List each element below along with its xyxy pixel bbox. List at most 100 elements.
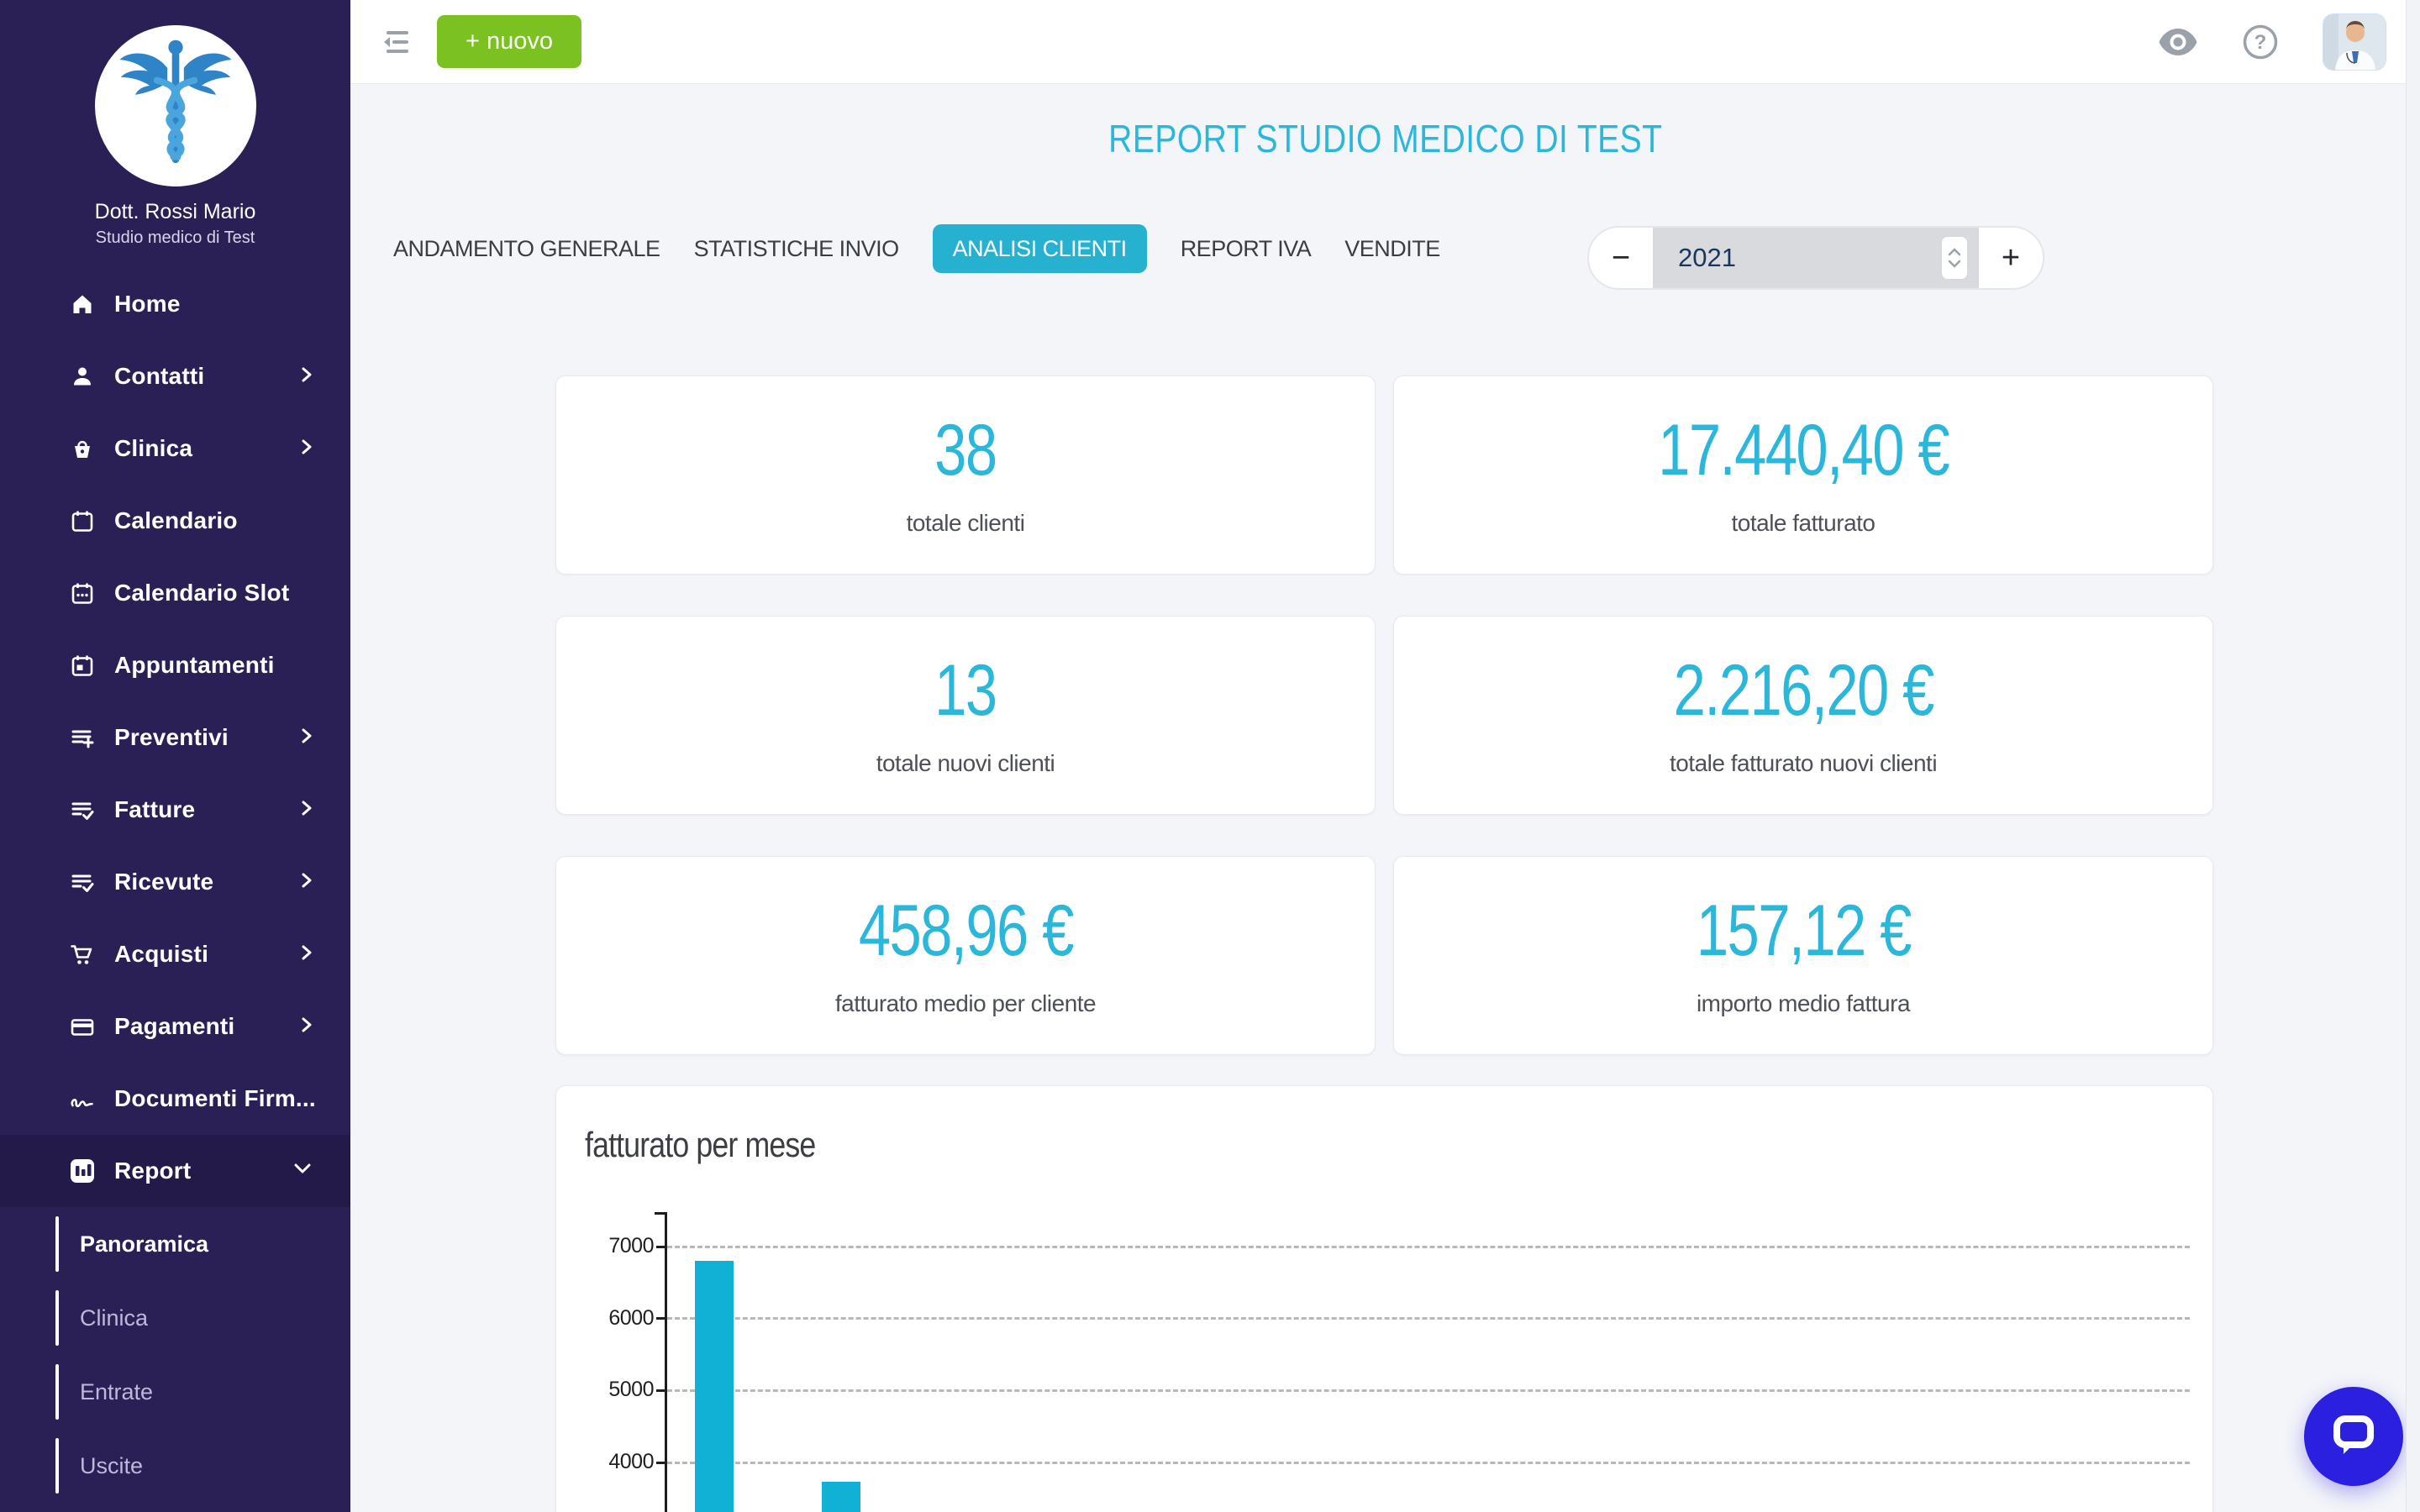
number-spinner-icon[interactable] (1942, 237, 1967, 279)
y-axis-cap (655, 1212, 667, 1215)
y-tick-mark (656, 1389, 667, 1392)
page-title: REPORT STUDIO MEDICO DI TEST (1107, 117, 1663, 160)
main-content: REPORT STUDIO MEDICO DI TEST ANDAMENTO G… (350, 84, 2420, 1512)
help-icon[interactable]: ? (2242, 24, 2279, 60)
stat-card-totale-clienti: 38 totale clienti (555, 375, 1376, 575)
year-selector: − 2021 + (1587, 226, 2044, 290)
signature-icon (67, 1085, 97, 1112)
new-button[interactable]: + nuovo (437, 15, 582, 68)
list-plus-icon (67, 724, 97, 751)
sidebar-item-report[interactable]: Report (0, 1135, 350, 1207)
sidebar-item-fatture[interactable]: Fatture (0, 774, 350, 846)
gridline (667, 1245, 2190, 1248)
monthly-revenue-chart-card: fatturato per mese 7000 6000 5000 4000 (555, 1085, 2213, 1512)
tab-statistiche-invio[interactable]: STATISTICHE INVIO (693, 236, 900, 261)
stat-label: totale nuovi clienti (876, 749, 1055, 776)
y-axis (665, 1212, 667, 1512)
bar-chart-icon (67, 1157, 97, 1185)
chevron-right-icon (298, 869, 315, 896)
stat-value: 458,96 € (858, 890, 1074, 971)
sidebar-item-appuntamenti[interactable]: Appuntamenti (0, 629, 350, 701)
list-check-icon (67, 869, 97, 895)
sidebar-item-ricevute[interactable]: Ricevute (0, 846, 350, 918)
stat-label: totale clienti (906, 509, 1025, 536)
gridline (667, 1389, 2190, 1392)
appointments-calendar-icon (67, 652, 97, 679)
stat-value: 38 (934, 409, 997, 491)
stat-card-totale-fatturato-nuovi-clienti: 2.216,20 € totale fatturato nuovi client… (1393, 616, 2213, 815)
contacts-person-icon (67, 363, 97, 390)
stat-label: totale fatturato (1731, 509, 1876, 536)
y-tick-label: 7000 (608, 1234, 654, 1257)
stat-card-importo-medio-fattura: 157,12 € importo medio fattura (1393, 856, 2213, 1055)
sidebar-item-calendario[interactable]: Calendario (0, 485, 350, 557)
home-icon (67, 291, 97, 318)
chat-bubble-icon (2328, 1410, 2379, 1463)
stat-label: importo medio fattura (1696, 990, 1911, 1016)
stat-label: fatturato medio per cliente (834, 990, 1097, 1016)
tab-report-iva[interactable]: REPORT IVA (1180, 236, 1312, 261)
sidebar-item-preventivi[interactable]: Preventivi (0, 701, 350, 774)
sidebar-item-documenti-firmati[interactable]: Documenti Firm... (0, 1063, 350, 1135)
stat-value: 17.440,40 € (1658, 409, 1949, 491)
year-value: 2021 (1678, 243, 1736, 272)
sidebar-item-calendario-slot[interactable]: Calendario Slot (0, 557, 350, 629)
report-submenu: Panoramica Clinica Entrate Uscite (0, 1207, 350, 1503)
list-check-icon (67, 796, 97, 823)
year-decrement-button[interactable]: − (1589, 228, 1653, 288)
year-increment-button[interactable]: + (1979, 228, 2043, 288)
stat-card-fatturato-medio-per-cliente: 458,96 € fatturato medio per cliente (555, 856, 1376, 1055)
chevron-right-icon (298, 796, 315, 824)
y-tick-mark (656, 1317, 667, 1320)
year-input[interactable]: 2021 (1653, 228, 1979, 288)
y-tick-mark (656, 1245, 667, 1248)
submenu-item-clinica[interactable]: Clinica (0, 1281, 350, 1355)
chevron-right-icon (298, 435, 315, 463)
gridline (667, 1461, 2190, 1464)
stat-card-totale-nuovi-clienti: 13 totale nuovi clienti (555, 616, 1376, 815)
sidebar-item-contatti[interactable]: Contatti (0, 340, 350, 412)
submenu-item-entrate[interactable]: Entrate (0, 1355, 350, 1429)
sidebar-item-clinica[interactable]: Clinica (0, 412, 350, 485)
chat-launcher-button[interactable] (2304, 1387, 2403, 1486)
chart-title: fatturato per mese (585, 1125, 816, 1164)
y-tick-label: 6000 (608, 1305, 654, 1330)
submenu-item-uscite[interactable]: Uscite (0, 1429, 350, 1503)
collapse-sidebar-icon[interactable] (378, 28, 415, 59)
calendar-icon (67, 507, 97, 534)
tab-analisi-clienti[interactable]: ANALISI CLIENTI (932, 224, 1147, 273)
stat-value: 157,12 € (1696, 890, 1912, 971)
revenue-bar (695, 1261, 734, 1512)
caduceus-icon (113, 37, 239, 176)
practice-logo (95, 25, 256, 186)
sidebar-item-home[interactable]: Home (0, 268, 350, 340)
tab-andamento-generale[interactable]: ANDAMENTO GENERALE (393, 236, 660, 261)
doctor-name: Dott. Rossi Mario (94, 200, 256, 223)
cart-icon (67, 941, 97, 968)
user-avatar[interactable] (2323, 13, 2386, 71)
stat-cards: 38 totale clienti 17.440,40 € totale fat… (555, 375, 2215, 1055)
sidebar-menu: Home Contatti Clinica Calendario (0, 268, 350, 1503)
y-tick-label: 5000 (608, 1378, 654, 1402)
gridline (667, 1317, 2190, 1320)
stat-value: 2.216,20 € (1673, 649, 1934, 731)
chevron-down-icon (290, 1161, 315, 1182)
tab-vendite[interactable]: VENDITE (1344, 236, 1440, 261)
submenu-item-panoramica[interactable]: Panoramica (0, 1207, 350, 1281)
credit-card-icon (67, 1013, 97, 1040)
scrollbar-track[interactable] (2406, 0, 2420, 1512)
y-tick-mark (656, 1461, 667, 1464)
stat-label: totale fatturato nuovi clienti (1669, 749, 1938, 776)
y-tick-label: 4000 (608, 1450, 654, 1474)
svg-text:?: ? (2254, 31, 2267, 54)
revenue-bar (822, 1482, 860, 1512)
bar-chart: 7000 6000 5000 4000 (556, 1179, 2212, 1512)
sidebar: Dott. Rossi Mario Studio medico di Test … (0, 0, 350, 1512)
chevron-right-icon (298, 724, 315, 752)
sidebar-item-pagamenti[interactable]: Pagamenti (0, 990, 350, 1063)
chevron-right-icon (298, 1013, 315, 1041)
calendar-slot-icon (67, 580, 97, 606)
practice-name: Studio medico di Test (95, 228, 255, 247)
sidebar-item-acquisti[interactable]: Acquisti (0, 918, 350, 990)
eye-icon[interactable] (2158, 28, 2198, 56)
